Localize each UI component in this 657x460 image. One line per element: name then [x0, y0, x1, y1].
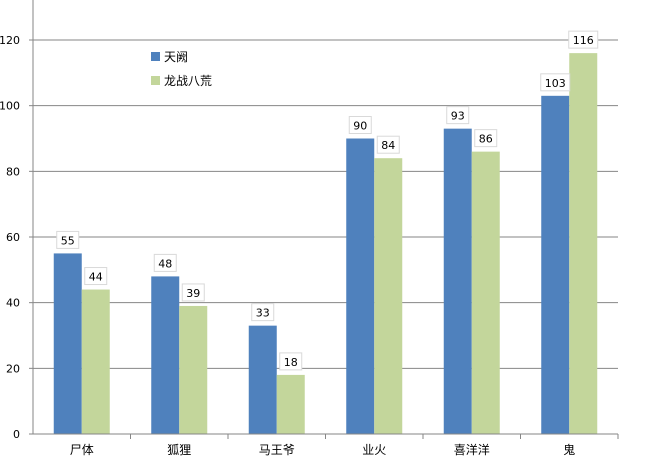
bar-series2: [82, 290, 110, 434]
data-label: 18: [284, 356, 298, 369]
legend-label: 龙战八荒: [164, 74, 212, 88]
y-tick-label: 0: [13, 428, 20, 441]
data-label: 116: [573, 34, 594, 47]
data-label: 90: [353, 120, 367, 133]
x-tick-label: 马王爷: [259, 443, 295, 457]
y-tick-label: 80: [6, 165, 20, 178]
legend-swatch: [151, 52, 160, 61]
bar-series1: [444, 129, 472, 434]
y-tick-label: 20: [6, 362, 20, 375]
data-label: 103: [545, 77, 566, 90]
y-tick-label: 60: [6, 231, 20, 244]
x-tick-label: 业火: [362, 443, 386, 457]
bars: [54, 53, 598, 434]
gridlines: [33, 40, 618, 368]
data-label: 48: [158, 257, 172, 270]
legend-swatch: [151, 76, 160, 85]
x-tick-label: 喜洋洋: [454, 442, 490, 457]
y-tick-label: 100: [0, 100, 20, 113]
x-tick-label: 尸体: [70, 443, 94, 457]
data-label: 93: [451, 110, 465, 123]
bar-series2: [569, 53, 597, 434]
bar-series2: [374, 158, 402, 434]
x-tick-label: 鬼: [563, 442, 575, 457]
data-label: 33: [256, 307, 270, 320]
data-label: 39: [186, 287, 200, 300]
bar-series1: [54, 253, 82, 434]
y-tick-label: 40: [6, 297, 20, 310]
bar-series1: [249, 326, 277, 434]
bar-series2: [472, 152, 500, 434]
data-label: 84: [381, 139, 395, 152]
data-label: 86: [479, 133, 493, 146]
bar-series2: [277, 375, 305, 434]
bar-series2: [179, 306, 207, 434]
data-label: 44: [89, 271, 103, 284]
bar-series1: [346, 139, 374, 435]
data-labels: 55 44 48 39 33 18 90 84 93 86 103 116: [57, 31, 598, 370]
x-tick-label: 狐狸: [167, 443, 191, 457]
legend-label: 天阙: [164, 50, 188, 64]
data-label: 55: [61, 234, 75, 247]
y-tick-label: 120: [0, 34, 20, 47]
bar-series1: [541, 96, 569, 434]
bar-series1: [151, 276, 179, 434]
